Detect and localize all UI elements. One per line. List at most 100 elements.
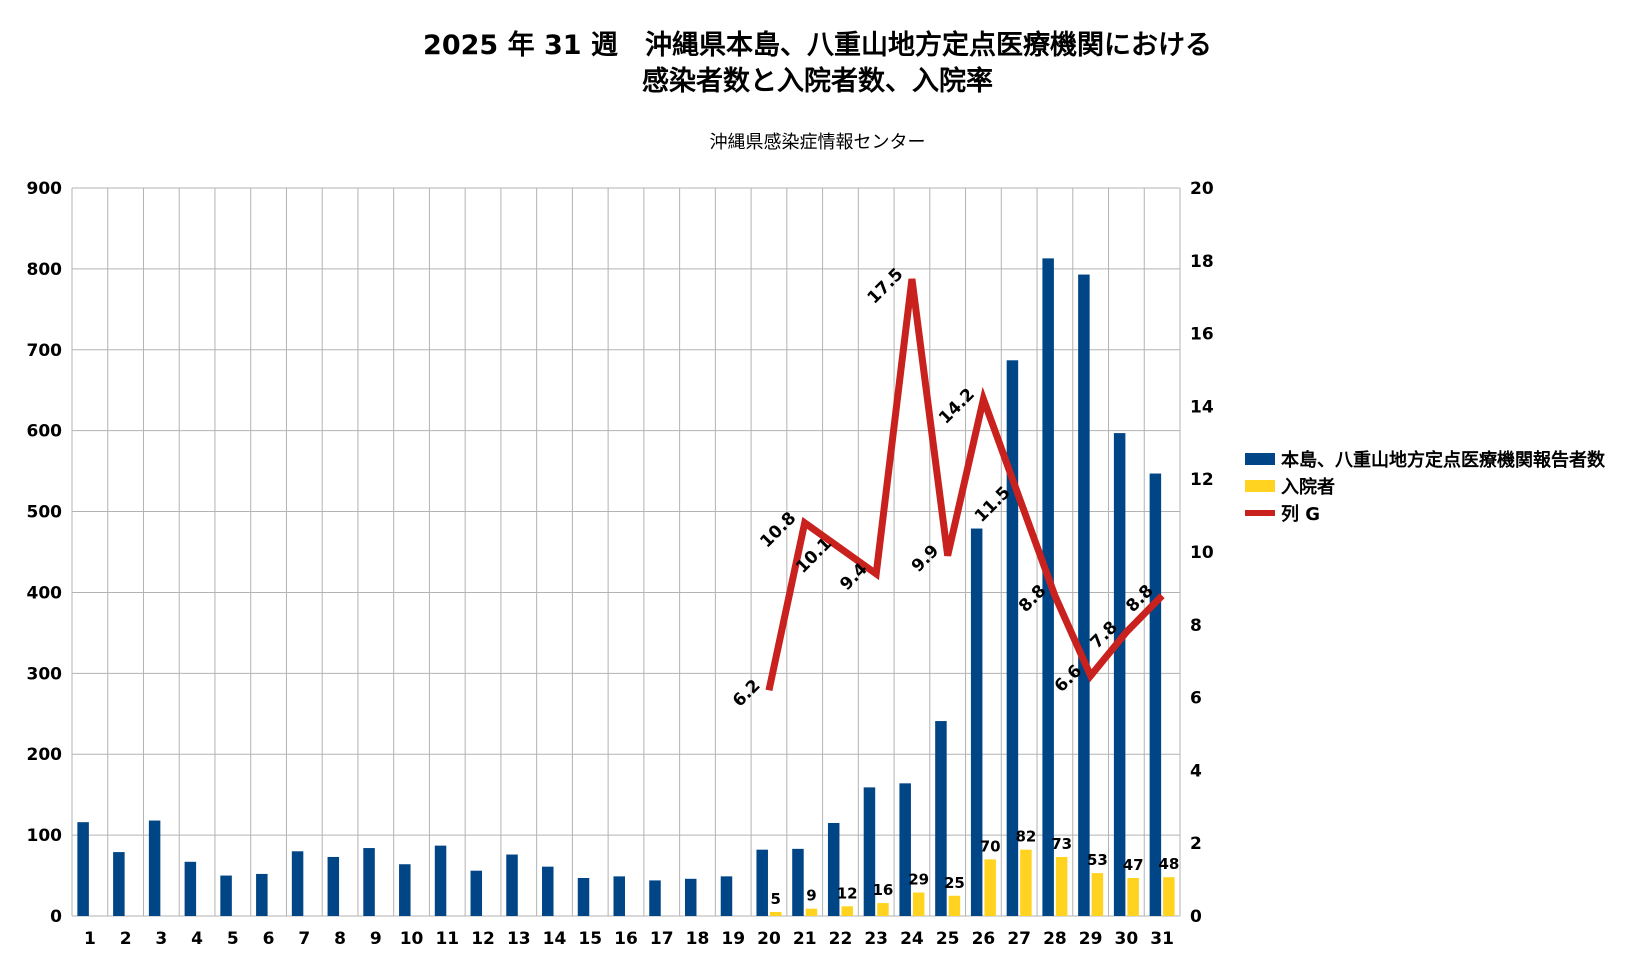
x-tick-label: 16 (614, 929, 638, 949)
data-label-rate: 9.9 (908, 541, 943, 576)
bar-hospitalized (1163, 877, 1175, 916)
legend-label-hospitalized: 入院者 (1281, 476, 1335, 498)
x-tick-label: 2 (120, 929, 132, 949)
y-right-tick-label: 4 (1190, 761, 1202, 781)
x-tick-label: 18 (686, 929, 710, 949)
x-tick-label: 13 (507, 929, 531, 949)
data-label-hospitalized: 5 (770, 890, 780, 908)
bar-hospitalized (1020, 849, 1032, 916)
bar-reports (1006, 360, 1019, 916)
x-tick-label: 26 (972, 929, 996, 949)
x-tick-label: 17 (650, 929, 674, 949)
y-left-tick-label: 300 (27, 664, 63, 684)
x-tick-label: 25 (936, 929, 960, 949)
bar-reports (827, 822, 840, 916)
legend-swatch-hospitalized (1245, 479, 1275, 492)
bar-hospitalized (1127, 877, 1139, 916)
bar-reports (77, 822, 89, 916)
bar-reports (577, 877, 590, 916)
bar-reports (613, 876, 625, 916)
x-tick-label: 28 (1043, 929, 1067, 949)
bar-reports (363, 848, 375, 916)
bar-reports (1113, 433, 1126, 916)
chart-title-line1: 2025 年 31 週 沖縄県本島、八重山地方定点医療機関における (423, 30, 1212, 61)
y-right-tick-label: 0 (1190, 907, 1202, 927)
y-right-tick-label: 16 (1190, 325, 1214, 345)
y-right-tick-label: 20 (1190, 179, 1214, 199)
bar-reports (899, 783, 911, 916)
bar-reports (649, 880, 661, 916)
data-label-rate: 10.8 (756, 508, 800, 552)
y-left-tick-label: 0 (50, 907, 62, 927)
x-tick-label: 10 (400, 929, 424, 949)
data-label-hospitalized: 82 (1015, 828, 1036, 846)
y-left-tick-label: 700 (27, 341, 63, 361)
data-label-hospitalized: 12 (837, 884, 858, 902)
data-label-hospitalized: 29 (908, 871, 929, 889)
y-right-tick-label: 12 (1190, 470, 1214, 490)
bar-reports (1149, 473, 1162, 916)
bar-hospitalized (912, 892, 925, 916)
chart-subtitle: 沖縄県感染症情報センター (709, 132, 926, 153)
x-tick-label: 4 (191, 929, 203, 949)
y-right-tick-label: 18 (1190, 252, 1214, 272)
y-right-tick-label: 10 (1190, 543, 1214, 563)
bar-hospitalized (841, 906, 853, 916)
x-tick-label: 15 (578, 929, 602, 949)
bar-reports (291, 851, 304, 916)
x-tick-label: 20 (757, 929, 781, 949)
x-tick-label: 22 (829, 929, 853, 949)
bar-reports (220, 875, 232, 916)
x-tick-label: 19 (721, 929, 745, 949)
data-label-rate: 6.2 (729, 676, 764, 711)
x-tick-label: 3 (155, 929, 167, 949)
bar-hospitalized (984, 859, 996, 916)
data-label-hospitalized: 16 (873, 881, 894, 899)
x-tick-label: 5 (227, 929, 239, 949)
x-tick-label: 7 (298, 929, 310, 949)
x-tick-label: 6 (263, 929, 275, 949)
legend-item-rate: 列 G (1245, 499, 1605, 526)
legend-item-hospitalized: 入院者 (1245, 472, 1605, 499)
y-left-tick-label: 900 (27, 179, 63, 199)
legend-swatch-reports (1245, 452, 1275, 465)
data-label-hospitalized: 47 (1123, 856, 1144, 874)
bar-reports (506, 854, 518, 916)
bar-reports (863, 787, 876, 916)
x-tick-label: 14 (543, 929, 567, 949)
y-left-tick-label: 600 (27, 422, 63, 442)
legend: 本島、八重山地方定点医療機関報告者数 入院者 列 G (1245, 445, 1605, 526)
y-right-tick-label: 8 (1190, 616, 1202, 636)
legend-item-reports: 本島、八重山地方定点医療機関報告者数 (1245, 445, 1605, 472)
x-tick-label: 29 (1079, 929, 1103, 949)
bar-reports (434, 845, 447, 916)
data-label-hospitalized: 48 (1158, 855, 1179, 873)
bar-reports (684, 878, 697, 916)
bar-reports (113, 852, 125, 916)
bar-hospitalized (877, 903, 889, 916)
x-tick-label: 8 (334, 929, 346, 949)
line-rate (765, 278, 1165, 692)
chart-title: 2025 年 31 週 沖縄県本島、八重山地方定点医療機関における 感染者数と入… (0, 28, 1635, 100)
x-tick-label: 12 (471, 929, 495, 949)
chart-title-line2: 感染者数と入院者数、入院率 (642, 66, 993, 97)
y-right-tick-label: 14 (1190, 397, 1214, 417)
legend-swatch-rate (1245, 509, 1275, 516)
y-left-tick-label: 500 (27, 503, 63, 523)
bar-reports (256, 873, 268, 916)
bar-hospitalized (805, 908, 818, 916)
bar-reports (470, 870, 483, 916)
data-label-hospitalized: 9 (806, 887, 816, 905)
bar-reports (1078, 274, 1090, 916)
bar-hospitalized (948, 895, 961, 916)
bar-reports (148, 820, 161, 916)
bar-reports (184, 861, 197, 916)
legend-label-reports: 本島、八重山地方定点医療機関報告者数 (1281, 449, 1605, 471)
y-right-tick-label: 6 (1190, 689, 1202, 709)
bar-reports (935, 721, 947, 916)
y-right-tick-label: 2 (1190, 834, 1202, 854)
bar-hospitalized (769, 911, 782, 916)
x-tick-label: 23 (864, 929, 888, 949)
x-tick-label: 24 (900, 929, 924, 949)
